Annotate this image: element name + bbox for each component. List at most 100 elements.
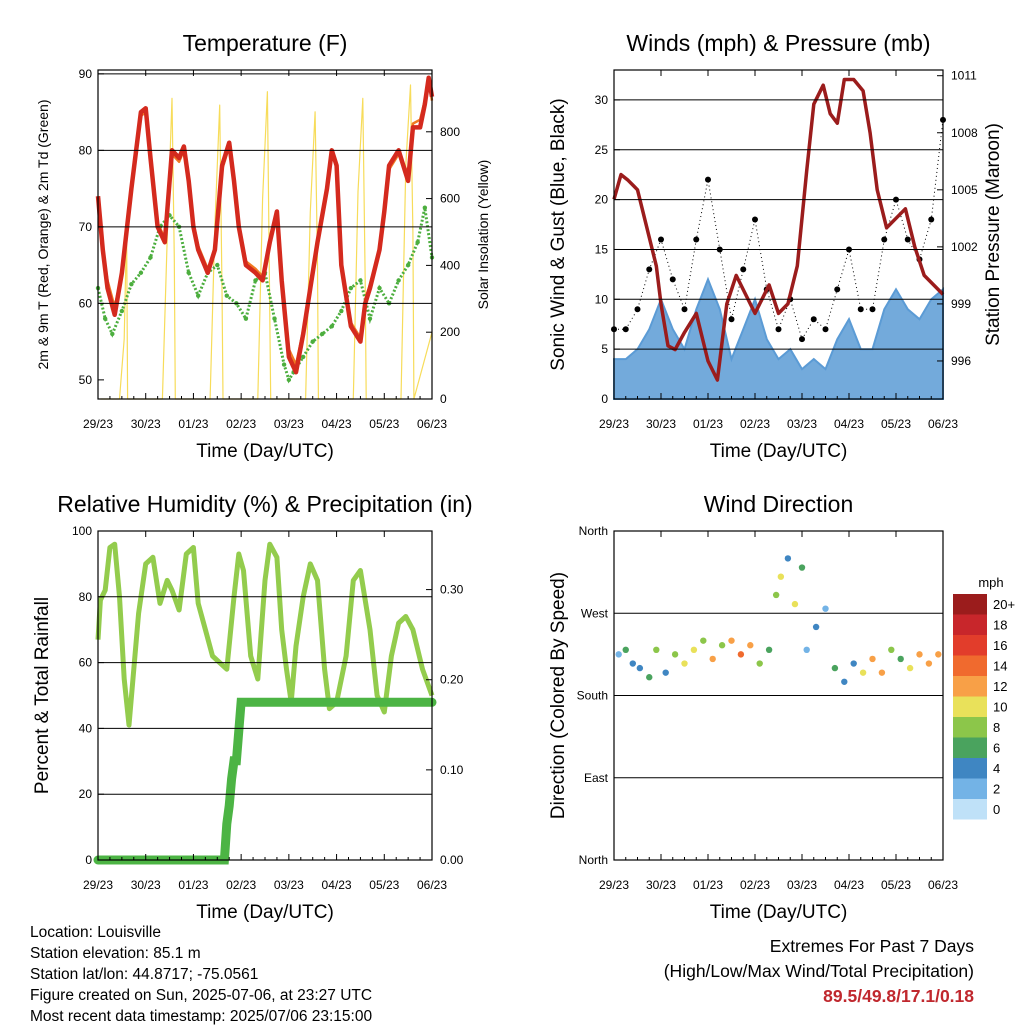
gust-point (869, 306, 876, 313)
legend-label: 2 (993, 782, 1000, 797)
x-tick-label: 03/23 (274, 417, 304, 431)
recent-text: Most recent data timestamp: 2025/07/06 2… (30, 1008, 373, 1025)
y-tick-label: 0 (85, 853, 92, 867)
y-tick-label-right: 0.20 (440, 673, 464, 687)
chart-title: Relative Humidity (%) & Precipitation (i… (57, 491, 472, 517)
x-tick-label: 05/23 (369, 417, 399, 431)
x-tick-label: 03/23 (787, 878, 817, 892)
wind-area (613, 276, 944, 400)
gust-point (681, 306, 688, 313)
x-tick-label: 05/23 (881, 417, 911, 431)
plot-frame (97, 69, 433, 400)
direction-point (878, 669, 886, 676)
chart-title: Wind Direction (704, 491, 854, 517)
extremes-block: Extremes For Past 7 Days (High/Low/Max W… (664, 934, 974, 1009)
x-tick-label: 05/23 (881, 878, 911, 892)
y-tick-label: East (584, 771, 609, 785)
legend-swatch (953, 737, 987, 758)
y-tick-label: 10 (595, 292, 609, 306)
legend-label: 16 (993, 638, 1007, 653)
direction-point (615, 651, 622, 658)
y-tick-label-right: 200 (440, 325, 460, 339)
x-tick-label: 06/23 (928, 878, 958, 892)
direction-point (636, 664, 644, 672)
direction-point (622, 646, 629, 654)
plot-frame (613, 69, 944, 400)
x-tick-label: 30/23 (646, 417, 676, 431)
y-tick-label: 60 (79, 656, 93, 670)
direction-point (925, 660, 933, 667)
y-tick-label-right: 600 (440, 192, 460, 206)
x-tick-label: 02/23 (226, 878, 256, 892)
y-tick-label: 0 (601, 392, 608, 406)
direction-point (777, 573, 785, 580)
legend-label: 12 (993, 679, 1007, 694)
y-tick-label-right: 1002 (951, 240, 978, 254)
y-axis-label: Sonic Wind & Gust (Blue, Black) (548, 98, 569, 370)
direction-point (681, 660, 688, 667)
y-tick-label-right: 800 (440, 125, 460, 139)
direction-point (798, 564, 806, 571)
plot-frame (613, 530, 944, 861)
gust-point (928, 216, 935, 223)
y-axis-label: Direction (Colored By Speed) (548, 572, 569, 819)
legend-title: mph (978, 575, 1003, 590)
chart-title: Temperature (F) (183, 30, 348, 56)
pressure-line (612, 77, 945, 382)
y-tick-label-right: 1011 (951, 69, 977, 83)
legend-swatch (953, 594, 987, 615)
x-tick-label: 30/23 (131, 417, 161, 431)
location-text: Location: Louisville (30, 924, 161, 941)
y-tick-label: 80 (79, 590, 93, 604)
direction-point (772, 591, 780, 599)
direction-point (756, 660, 763, 667)
y-tick-label: 50 (79, 373, 93, 387)
y-tick-label-right: 999 (951, 297, 971, 311)
direction-point (803, 646, 810, 654)
legend-swatch (953, 778, 987, 799)
gust-point (822, 326, 829, 333)
legend-label: 18 (993, 618, 1007, 633)
y-axis-label-right: Solar Insolation (Yellow) (475, 160, 491, 310)
x-tick-label: 04/23 (322, 417, 352, 431)
x-tick-label: 29/23 (599, 417, 629, 431)
legend-swatch (953, 655, 987, 676)
direction-point (671, 651, 679, 658)
x-tick-label: 03/23 (787, 417, 817, 431)
x-tick-label: 29/23 (83, 417, 113, 431)
y-axis-label: 2m & 9m T (Red, Orange) & 2m Td (Green) (35, 100, 51, 370)
y-tick-label: 70 (79, 220, 93, 234)
direction-point (869, 655, 876, 663)
legend-label: 14 (993, 659, 1007, 674)
direction-point (737, 651, 745, 658)
direction-point (629, 660, 636, 667)
x-axis-label: Time (Day/UTC) (196, 902, 334, 923)
legend-swatch (953, 614, 987, 635)
x-tick-label: 01/23 (693, 878, 723, 892)
direction-point (916, 651, 923, 658)
y-tick-label: 100 (72, 524, 92, 538)
y-tick-label: North (579, 524, 608, 538)
x-axis-label: Time (Day/UTC) (710, 441, 848, 462)
direction-point (646, 674, 653, 681)
legend-swatch (953, 717, 987, 738)
direction-point (728, 637, 735, 644)
x-tick-label: 01/23 (693, 417, 723, 431)
x-tick-label: 30/23 (131, 878, 161, 892)
direction-point (831, 664, 839, 672)
chart-title: Winds (mph) & Pressure (mb) (626, 30, 930, 56)
direction-point (888, 646, 895, 654)
legend-label: 10 (993, 700, 1007, 715)
y-tick-label: 20 (595, 193, 609, 207)
x-tick-label: 29/23 (599, 878, 629, 892)
created-text: Figure created on Sun, 2025-07-06, at 23… (30, 987, 373, 1004)
legend-label: 8 (993, 720, 1000, 735)
direction-point (841, 678, 848, 685)
x-axis-label: Time (Day/UTC) (710, 902, 848, 923)
gust-point (775, 326, 782, 333)
legend-label: 20+ (993, 597, 1015, 612)
direction-point (765, 646, 773, 654)
direction-point (791, 600, 799, 608)
y-tick-label-right: 0.30 (440, 583, 464, 597)
y-axis-label-right: Station Pressure (Maroon) (983, 123, 1004, 346)
